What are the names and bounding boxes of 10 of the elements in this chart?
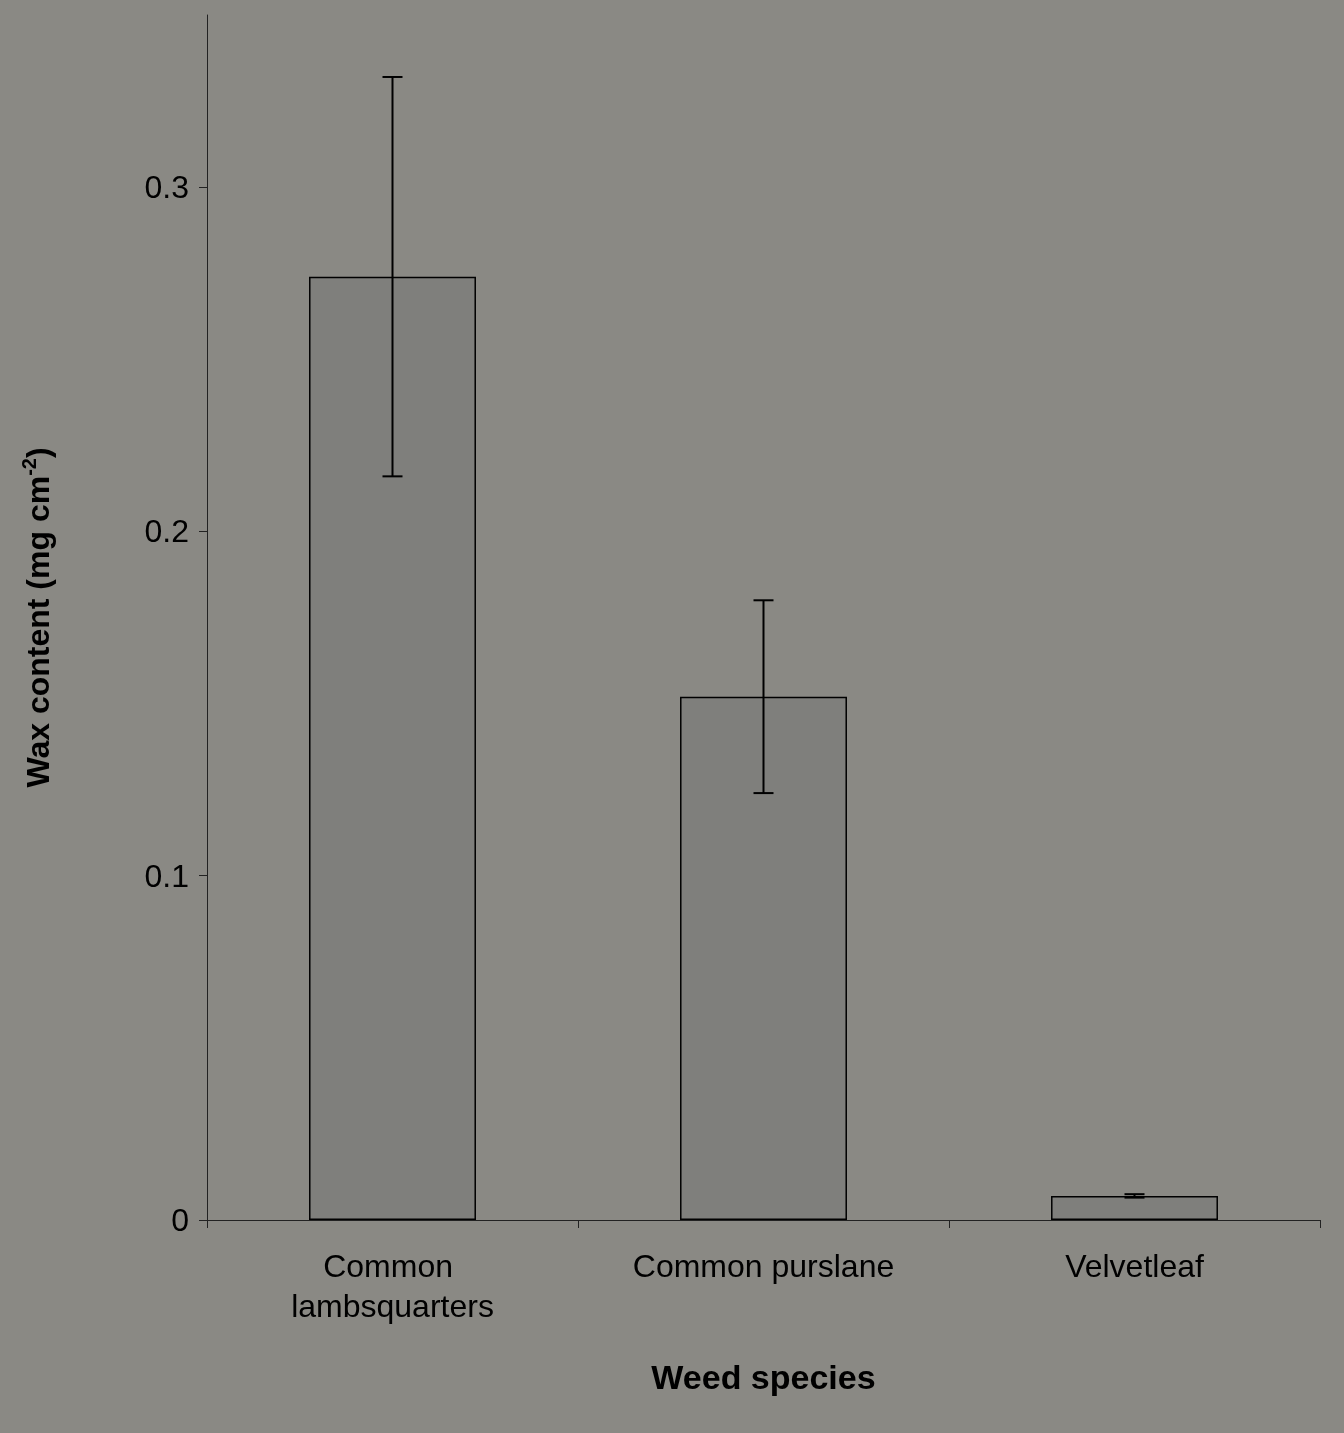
y-tick-label: 0.1 <box>144 857 189 894</box>
x-tick-label: Common lambsquarters <box>291 1248 494 1324</box>
bar <box>1051 1195 1218 1220</box>
y-tick-label: 0.2 <box>144 513 189 550</box>
y-axis-title: Wax content (mg cm-2) <box>18 447 56 788</box>
x-tick-label: Velvetleaf <box>1065 1248 1204 1284</box>
y-tick-label: 0 <box>171 1202 189 1238</box>
x-tick-label: Common purslane <box>632 1248 895 1284</box>
y-tick-label: 0.3 <box>144 169 189 206</box>
x-axis-title: Weed species <box>651 1358 876 1396</box>
